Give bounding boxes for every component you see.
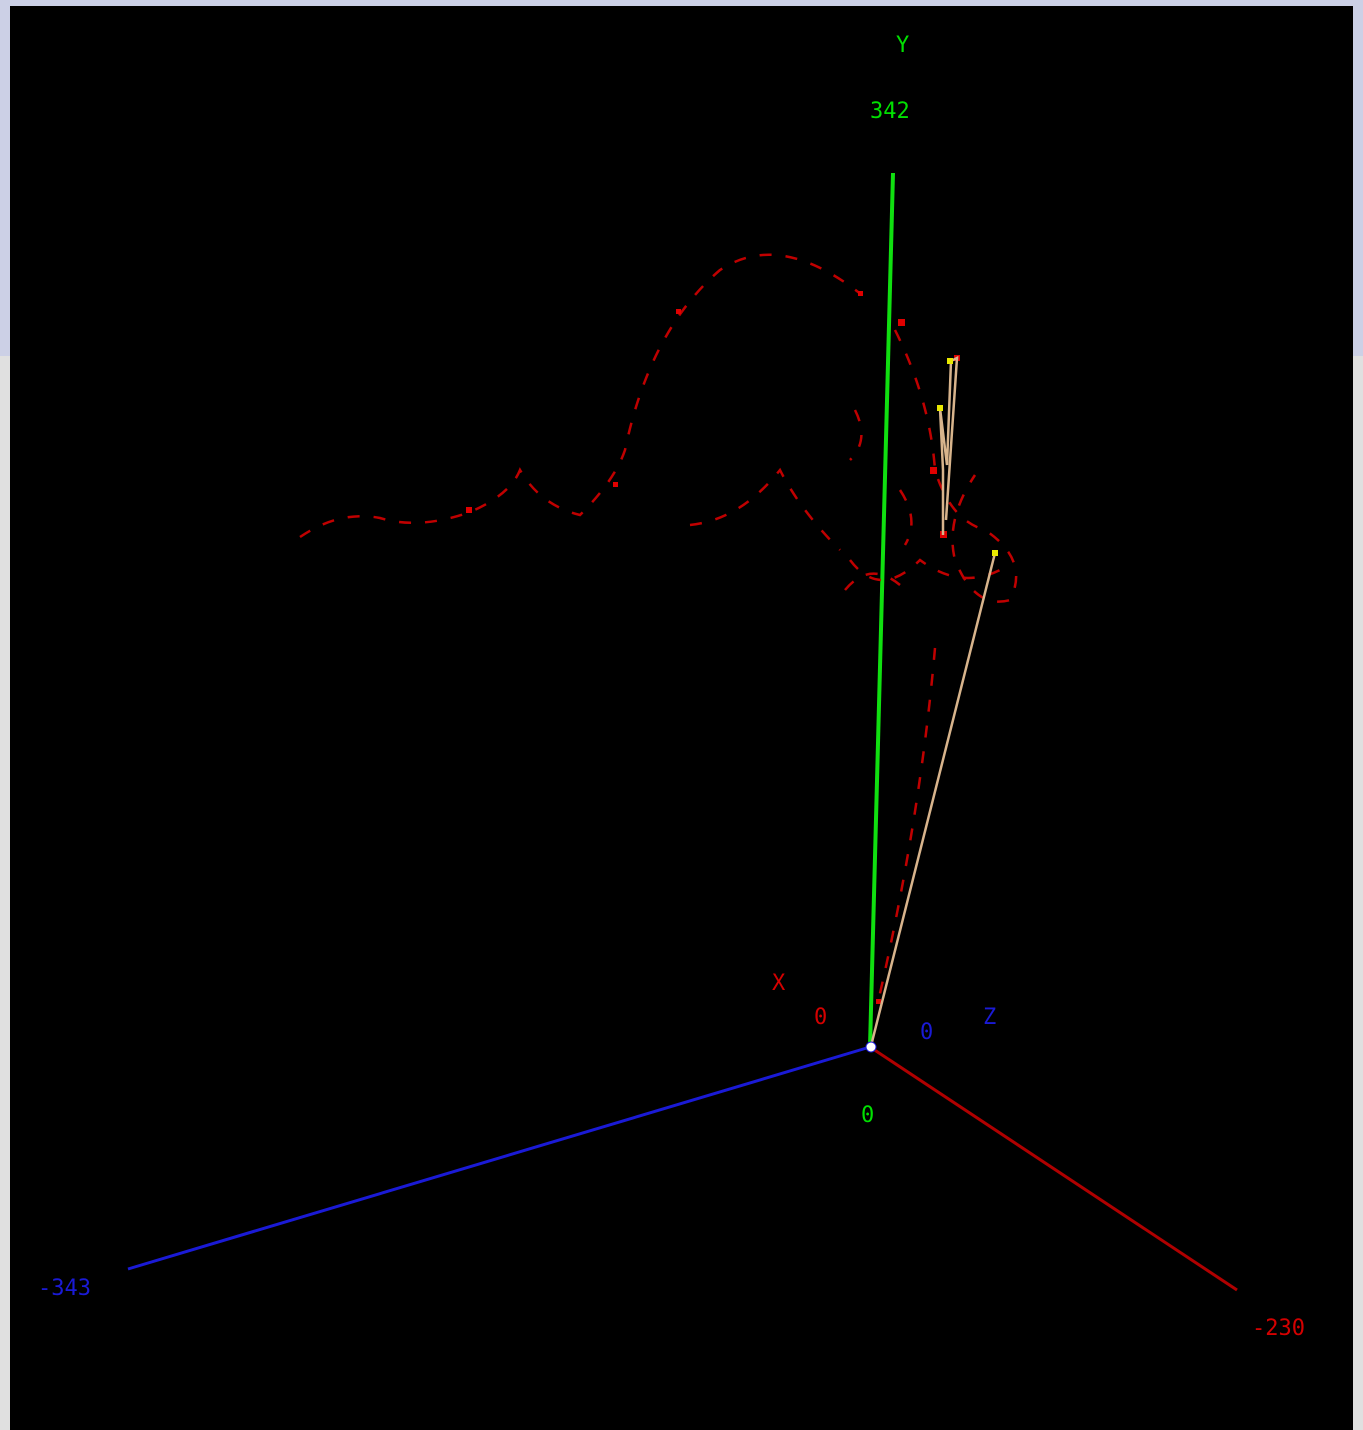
trajectory-lower-wave: [689, 467, 841, 551]
arm-link-lower: [870, 552, 997, 1043]
joint-marker: [937, 405, 943, 411]
trajectory-loop-main: [299, 253, 863, 539]
y-axis-name: Y: [896, 33, 909, 58]
trajectory-point: [930, 467, 937, 474]
z-axis-line: [127, 1045, 871, 1271]
arm-links: [870, 355, 997, 1043]
trajectory-point: [466, 507, 472, 513]
trajectory-point: [876, 999, 881, 1004]
z-axis-name: Z: [983, 1005, 996, 1030]
trajectory-point: [613, 482, 618, 487]
3d-viewport[interactable]: Y 342 0 X 0 -230 Z 0 -343: [10, 6, 1353, 1430]
z-axis-origin-label: 0: [920, 1020, 933, 1045]
scene-svg: Y 342 0 X 0 -230 Z 0 -343: [38, 33, 1305, 1341]
joint-marker: [992, 550, 998, 556]
trajectory-point: [676, 309, 681, 314]
z-axis-end-label: -343: [38, 1276, 91, 1301]
x-axis-origin-label: 0: [814, 1005, 827, 1030]
trajectory-loop-right: [893, 329, 1018, 603]
trajectory: [299, 253, 1018, 1003]
x-axis-end-label: -230: [1252, 1316, 1305, 1341]
origin-marker: [865, 1041, 877, 1053]
arm-joints: [937, 358, 998, 556]
trajectory-point: [898, 319, 905, 326]
x-axis-line: [869, 1045, 1238, 1292]
trajectory-point: [858, 291, 863, 296]
y-axis-end-label: 342: [870, 99, 910, 124]
x-axis-name: X: [772, 971, 786, 996]
y-axis-line: [868, 172, 895, 1048]
joint-marker: [947, 358, 953, 364]
arm-link-upper: [938, 355, 959, 535]
trajectory-cluster: [844, 409, 1001, 591]
y-axis-origin-label: 0: [861, 1103, 874, 1128]
